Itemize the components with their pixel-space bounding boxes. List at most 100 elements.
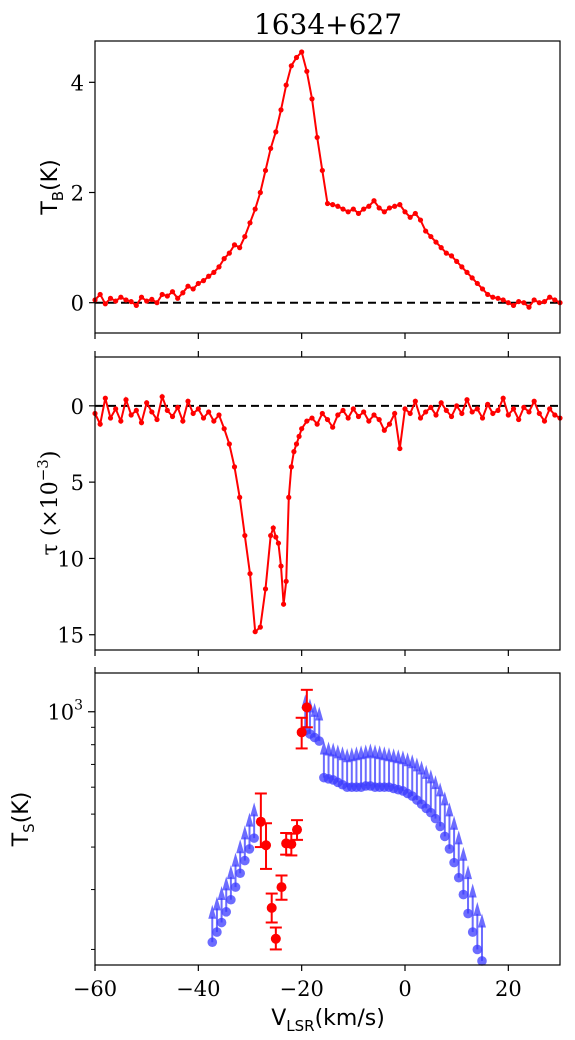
tb-data-point xyxy=(547,294,553,300)
tb-panel: 0 2 4 TB(K) xyxy=(38,40,563,339)
tb-data-point xyxy=(206,273,212,279)
tau-data-point xyxy=(299,426,305,432)
ts-xtick-label: −20 xyxy=(280,977,324,1001)
ts-errorbar-point xyxy=(291,819,304,841)
tau-data-point xyxy=(102,395,108,401)
tb-data-point xyxy=(118,294,124,300)
tb-data-point xyxy=(97,291,103,298)
tau-data-point xyxy=(97,421,103,427)
tb-data-point xyxy=(521,300,527,306)
tb-data-point xyxy=(319,167,325,174)
tau-ytick-label: 0 xyxy=(71,395,84,419)
tau-data-point xyxy=(547,406,553,412)
tb-data-point xyxy=(495,295,501,301)
tb-data-point xyxy=(505,300,511,306)
tau-data-point xyxy=(226,441,232,447)
tau-data-point xyxy=(495,407,501,414)
tau-data-point xyxy=(355,413,362,420)
tau-data-point xyxy=(371,412,377,418)
tau-data-point xyxy=(107,415,114,421)
tau-data-point xyxy=(464,397,470,403)
tau-plot-frame xyxy=(94,356,561,651)
tau-data-point xyxy=(118,418,124,424)
tau-data-point xyxy=(206,409,212,415)
tb-data-point xyxy=(293,54,300,61)
tb-data-point xyxy=(516,298,522,305)
tb-data-point xyxy=(133,302,139,309)
tau-data-point xyxy=(280,601,287,607)
tb-data-point xyxy=(490,294,496,300)
tb-data-point xyxy=(324,200,331,207)
ts-lower-limit-point xyxy=(458,846,469,900)
tau-data-point xyxy=(200,415,207,421)
ts-lower-limit-point xyxy=(244,812,255,854)
tb-data-point xyxy=(407,214,413,220)
tau-data-point xyxy=(376,416,382,423)
tb-data-point xyxy=(144,298,150,304)
tau-data-point xyxy=(335,412,341,418)
tb-data-point xyxy=(381,209,387,215)
tau-data-point xyxy=(149,409,155,415)
tb-data-point xyxy=(526,304,532,310)
tau-data-point xyxy=(304,418,310,424)
tau-data-point xyxy=(164,407,170,414)
ts-lower-limit-point xyxy=(235,839,245,879)
tau-data-point xyxy=(459,410,465,417)
tau-data-point xyxy=(448,413,455,420)
tau-data-point xyxy=(505,412,511,418)
ts-panel: 103 −60 −40 −20 0 20 TS(K) VLSR(km/s) xyxy=(9,667,561,1035)
tau-ylabel: τ (×10−3) xyxy=(34,451,63,556)
tau-data-point xyxy=(438,400,444,406)
tau-data-point xyxy=(221,426,227,432)
tau-data-point xyxy=(113,406,119,412)
tb-data-point xyxy=(299,49,305,55)
tb-plot-frame xyxy=(94,40,561,334)
tau-data-point xyxy=(268,532,274,539)
tb-data-point xyxy=(355,210,362,217)
tau-data-point xyxy=(309,415,315,421)
tb-data-point xyxy=(102,301,108,307)
tau-data-point xyxy=(175,404,181,410)
tau-data-point xyxy=(133,407,139,414)
tau-data-point xyxy=(242,532,248,539)
tau-data-point xyxy=(159,394,165,400)
tau-data-point xyxy=(270,525,276,531)
ts-lower-limit-point xyxy=(463,865,473,919)
tau-data-point xyxy=(123,397,129,403)
ts-xtick-label: 20 xyxy=(495,977,522,1001)
tau-data-point xyxy=(154,416,160,423)
tau-spectrum-line xyxy=(94,393,561,634)
ts-errorbar-point xyxy=(260,822,273,870)
tau-data-point xyxy=(381,427,387,433)
tb-data-point xyxy=(159,291,165,298)
tau-data-point xyxy=(412,398,418,404)
ts-lower-limit-point xyxy=(212,896,222,937)
tb-data-point xyxy=(262,167,269,174)
tau-data-point xyxy=(138,420,145,426)
tb-data-point xyxy=(216,264,222,270)
tau-data-point xyxy=(288,464,294,470)
ts-errorbar-point xyxy=(269,926,282,951)
tb-data-point xyxy=(268,145,274,152)
ts-ylabel: TS(K) xyxy=(9,792,38,848)
tau-data-point xyxy=(386,421,393,427)
tb-ytick-label: 4 xyxy=(71,71,84,95)
tb-data-point xyxy=(237,245,243,251)
ts-lower-limit-point xyxy=(467,883,478,937)
ts-errorbar-point xyxy=(295,716,308,750)
tau-data-point xyxy=(350,406,356,412)
tau-data-point xyxy=(231,464,238,470)
tb-data-point xyxy=(500,297,506,303)
tb-data-point xyxy=(423,228,429,234)
tau-data-point xyxy=(319,410,325,417)
tau-data-point xyxy=(392,410,398,417)
tau-data-point xyxy=(526,409,532,415)
tb-data-point xyxy=(123,297,129,303)
tau-data-point xyxy=(340,407,346,414)
ts-lower-limit-point xyxy=(439,791,450,842)
tau-data-point xyxy=(407,410,413,417)
tb-data-point xyxy=(128,298,134,305)
tau-spectrum-points xyxy=(92,394,563,635)
tb-data-point xyxy=(175,295,181,301)
